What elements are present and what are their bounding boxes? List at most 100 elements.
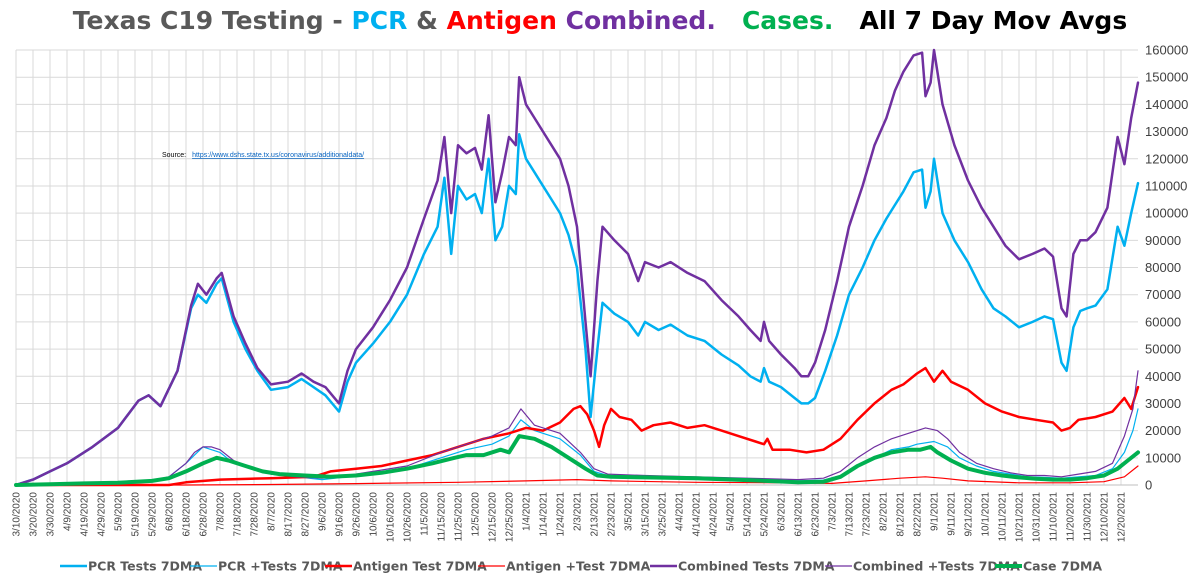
x-tick-label: 3/30/2020 [46,492,57,537]
gridlines [15,49,1138,486]
x-tick-label: 12/20/2021 [1117,492,1128,542]
x-tick-label: 5/4/2021 [726,492,737,531]
y-tick-label: 90000 [1145,233,1181,248]
x-tick-label: 1/24/2021 [556,492,567,537]
series-lines [14,48,1140,487]
x-tick-label: 6/18/2020 [182,492,193,537]
y-tick-label: 110000 [1145,178,1187,193]
legend-label: Combined Tests 7DMA [678,559,835,574]
x-tick-label: 8/17/2020 [284,492,295,537]
y-tick-label: 150000 [1145,70,1188,85]
title-part-avgs: All 7 Day Mov Avgs [833,6,1128,35]
x-tick-label: 4/14/2021 [692,492,703,537]
x-tick-label: 11/30/2021 [1083,492,1094,542]
legend-label: PCR Tests 7DMA [88,559,202,574]
legend-label: Antigen +Test 7DMA [506,559,651,574]
legend-item: Combined Tests 7DMA [650,559,835,574]
x-tick-label: 3/10/2020 [12,492,23,537]
x-tick-label: 7/28/2020 [250,492,261,537]
x-tick-label: 5/9/2020 [114,492,125,531]
x-tick-label: 4/19/2020 [80,492,91,537]
x-tick-label: 9/1/2021 [930,492,941,531]
title-part-1: Texas C19 Testing - [72,6,352,35]
x-tick-label: 4/29/2020 [97,492,108,537]
source-link[interactable]: https://www.dshs.state.tx.us/coronavirus… [192,152,364,159]
legend-item: Case 7DMA [995,559,1102,574]
x-tick-label: 6/8/2020 [165,492,176,531]
x-tick-label: 11/25/2020 [454,492,465,542]
x-tick-label: 5/19/2020 [131,492,142,537]
x-tick-label: 10/31/2021 [1032,492,1043,542]
x-tick-label: 10/6/2020 [369,492,380,537]
x-tick-label: 5/24/2021 [760,492,771,537]
series-antigen-test-7dma [15,465,1139,486]
x-tick-label: 7/13/2021 [845,492,856,537]
title-part-3: & [407,6,447,35]
series-case-7dma [14,434,1140,487]
x-tick-label: 8/22/2021 [913,492,924,537]
x-tick-label: 11/15/2020 [437,492,448,542]
series-antigen-test-7dma [14,366,1140,487]
y-tick-label: 40000 [1145,369,1181,384]
y-tick-label: 140000 [1145,97,1188,112]
x-tick-label: 7/23/2021 [862,492,873,537]
y-tick-label: 120000 [1145,151,1188,166]
y-tick-label: 130000 [1145,124,1188,139]
series-combined-tests-7dma [15,370,1139,486]
source-note: Source: https://www.dshs.state.tx.us/cor… [162,152,364,159]
x-tick-label: 10/1/2021 [981,492,992,537]
x-tick-label: 6/23/2021 [811,492,822,537]
legend-label: Case 7DMA [1023,559,1102,574]
legend-item: Combined +Tests 7DMA [825,559,1020,574]
x-tick-label: 5/29/2020 [148,492,159,537]
x-tick-label: 10/26/2020 [403,492,414,542]
y-axis-ticks: 0 10000 20000 30000 40000 50000 60000 70000 8000… [1145,43,1188,493]
x-tick-label: 9/6/2020 [318,492,329,531]
x-tick-label: 3/15/2021 [641,492,652,537]
x-tick-label: 12/5/2020 [471,492,482,537]
y-tick-label: 50000 [1145,342,1181,357]
x-tick-label: 7/18/2020 [233,492,244,537]
x-tick-label: 5/14/2021 [743,492,754,537]
x-tick-label: 12/15/2020 [488,492,499,542]
x-tick-label: 9/26/2020 [352,492,363,537]
x-tick-label: 6/28/2020 [199,492,210,537]
x-tick-label: 1/4/2021 [522,492,533,531]
y-tick-label: 70000 [1145,287,1181,302]
x-tick-label: 11/10/2021 [1049,492,1060,542]
legend-item: PCR +Tests 7DMA [190,559,343,574]
legend-item: Antigen Test 7DMA [325,559,487,574]
x-tick-label: 2/13/2021 [590,492,601,537]
x-tick-label: 6/13/2021 [794,492,805,537]
x-tick-label: 6/3/2021 [777,492,788,531]
x-tick-label: 3/25/2021 [658,492,669,537]
x-tick-label: 9/21/2021 [964,492,975,537]
title-part-combined: Combined. [556,6,716,35]
chart-title: Texas C19 Testing - PCR & Antigen Combin… [0,6,1200,35]
x-tick-label: 8/27/2020 [301,492,312,537]
y-tick-label: 0 [1145,478,1152,493]
x-tick-label: 2/23/2021 [607,492,618,537]
x-tick-label: 10/16/2020 [386,492,397,542]
series-combined-tests-7dma [14,48,1140,487]
x-tick-label: 10/21/2021 [1015,492,1026,542]
x-tick-label: 10/11/2021 [998,492,1009,542]
y-tick-label: 160000 [1145,43,1188,58]
x-tick-label: 4/24/2021 [709,492,720,537]
title-part-antigen: Antigen [446,6,557,35]
x-tick-label: 4/4/2021 [675,492,686,531]
legend-item: Antigen +Test 7DMA [478,559,651,574]
x-tick-label: 4/9/2020 [63,492,74,531]
x-tick-label: 12/10/2021 [1100,492,1111,542]
y-tick-label: 30000 [1145,396,1181,411]
title-part-cases: Cases. [715,6,834,35]
x-tick-label: 1/14/2021 [539,492,550,537]
title-part-pcr: PCR [351,6,408,35]
x-tick-label: 7/8/2020 [216,492,227,531]
legend-label: PCR +Tests 7DMA [218,559,343,574]
x-tick-label: 8/2/2021 [879,492,890,531]
x-tick-label: 9/16/2020 [335,492,346,537]
x-tick-label: 11/5/2020 [420,492,431,536]
source-label: Source: [162,152,186,159]
